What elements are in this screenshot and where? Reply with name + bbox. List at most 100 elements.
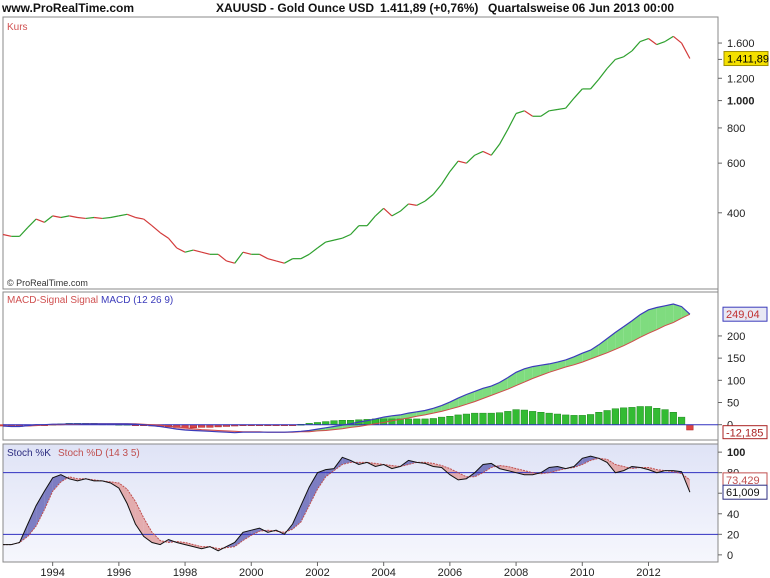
price-line-segment: [374, 207, 385, 217]
price-line-segment: [325, 239, 335, 243]
period-label: Quartalsweise: [488, 1, 570, 15]
chart-header: www.ProRealTime.com XAUUSD - Gold Ounce …: [0, 0, 770, 16]
price-line-segment: [640, 37, 649, 43]
price-line-segment: [342, 233, 351, 239]
macd-histogram-bar: [388, 418, 396, 425]
price-line-segment: [590, 78, 600, 90]
price-last-badge: [723, 51, 769, 67]
macd-fill-segment: [648, 307, 657, 334]
price-panel[interactable]: Kurs © ProRealTime.com: [2, 16, 719, 290]
x-tick-label: 2008: [504, 567, 528, 578]
macd-fill-segment: [516, 368, 525, 386]
x-tick-label: 2006: [438, 567, 462, 578]
x-tick-label: 1996: [107, 567, 131, 578]
stoch-fill-segment: [499, 465, 508, 471]
x-tick-label: 2010: [570, 567, 594, 578]
macd-fill-segment: [466, 391, 475, 405]
price-line-segment: [333, 237, 343, 241]
macd-fill-segment: [673, 303, 682, 323]
macd-fill-segment: [631, 314, 641, 342]
price-line-segment: [77, 216, 86, 220]
price-y-tick-label: 1.200: [727, 73, 755, 85]
macd-histogram-bar: [471, 412, 479, 425]
macd-fill-segment: [433, 405, 442, 414]
price-line-segment: [672, 35, 682, 44]
price-line-segment: [416, 200, 426, 206]
price-line-segment: [193, 249, 202, 253]
macd-histogram-bar: [512, 409, 520, 425]
stoch-fill-segment: [482, 463, 492, 473]
macd-histogram-bar: [330, 420, 338, 425]
stoch-fill-segment: [507, 466, 517, 473]
site-name[interactable]: www.ProRealTime.com: [2, 1, 135, 15]
price-line-segment: [135, 216, 144, 220]
stoch-k-line: [3, 455, 691, 552]
chart-dynamic-layer: 1.6001.4001.2001.0008006004001.411,89200…: [0, 35, 769, 578]
macd-fill-segment: [681, 306, 690, 319]
macd-histogram-bar: [545, 412, 553, 425]
stoch-fill-segment: [52, 474, 61, 492]
stoch-fill-segment: [135, 501, 144, 537]
price-line-segment: [242, 251, 252, 255]
macd-fill-segment: [482, 386, 492, 399]
macd-panel[interactable]: MACD-Signal Signal MACD (12 26 9): [2, 291, 719, 441]
macd-histogram-bar: [620, 407, 628, 425]
macd-histogram-bar: [529, 411, 537, 425]
macd-histogram-bar: [636, 406, 644, 425]
x-tick-label: 2002: [305, 567, 329, 578]
macd-last-badge: [722, 306, 768, 322]
price-line-segment: [631, 41, 641, 52]
stoch-d-label: Stoch %D (14 3 5): [58, 448, 140, 459]
macd-hist-last-badge: [722, 425, 768, 440]
price-line-segment: [598, 68, 608, 80]
stoch-y-tick-label: 0: [727, 550, 733, 562]
price-line-segment: [408, 203, 417, 206]
stoch-fill-segment: [234, 532, 243, 547]
price-line-segment: [391, 210, 401, 217]
watermark: © ProRealTime.com: [7, 278, 88, 288]
macd-signal-label: MACD-Signal Signal: [7, 295, 98, 306]
x-tick-label: 2012: [636, 567, 660, 578]
stoch-fill-segment: [27, 505, 37, 537]
price-line-segment: [44, 215, 54, 223]
price-line-segment: [432, 183, 443, 195]
macd-fill-segment: [640, 309, 649, 338]
price-line-segment: [466, 154, 476, 164]
price-line-segment: [259, 253, 269, 260]
price-line-segment: [284, 258, 293, 264]
stoch-fill-segment: [127, 489, 136, 525]
macd-fill-segment: [615, 326, 624, 350]
price-line-segment: [490, 143, 501, 156]
price-line-segment: [60, 215, 70, 219]
price-line-segment: [474, 150, 484, 156]
macd-fill-segment: [598, 338, 608, 356]
macd-histogram-bar: [603, 410, 611, 425]
price-y-tick-label: 1.000: [727, 96, 755, 108]
macd-histogram-bar: [504, 411, 512, 425]
price-line-segment: [118, 213, 128, 217]
price-y-tick-label: 400: [727, 208, 745, 220]
price-line-segment: [102, 216, 111, 220]
macd-histogram-bar: [479, 412, 487, 425]
price-line-segment: [201, 251, 211, 255]
stoch-y-tick-label: 100: [727, 447, 745, 459]
price-line-segment: [151, 225, 161, 234]
datetime-label: 06 Jun 2013 00:00: [572, 1, 675, 15]
macd-fill-segment: [582, 350, 591, 363]
price-line-segment: [110, 215, 119, 219]
macd-y-tick-label: 150: [727, 353, 745, 365]
macd-histogram-bar: [338, 420, 346, 425]
macd-histogram-bar: [495, 412, 504, 425]
macd-fill-segment: [549, 362, 558, 373]
macd-histogram-bar: [669, 412, 677, 425]
price-y-tick-label: 1.600: [727, 38, 755, 50]
price-line-segment: [2, 233, 12, 237]
price-line-segment: [383, 207, 393, 217]
macd-fill-segment: [590, 344, 599, 360]
macd-histogram-bar: [446, 416, 454, 425]
price-panel-label: Kurs: [7, 22, 28, 33]
stoch-fill-segment: [300, 487, 310, 522]
stoch-y-tick-label: 40: [727, 509, 739, 521]
price-line-segment: [35, 218, 45, 223]
price-line-segment: [27, 218, 37, 228]
